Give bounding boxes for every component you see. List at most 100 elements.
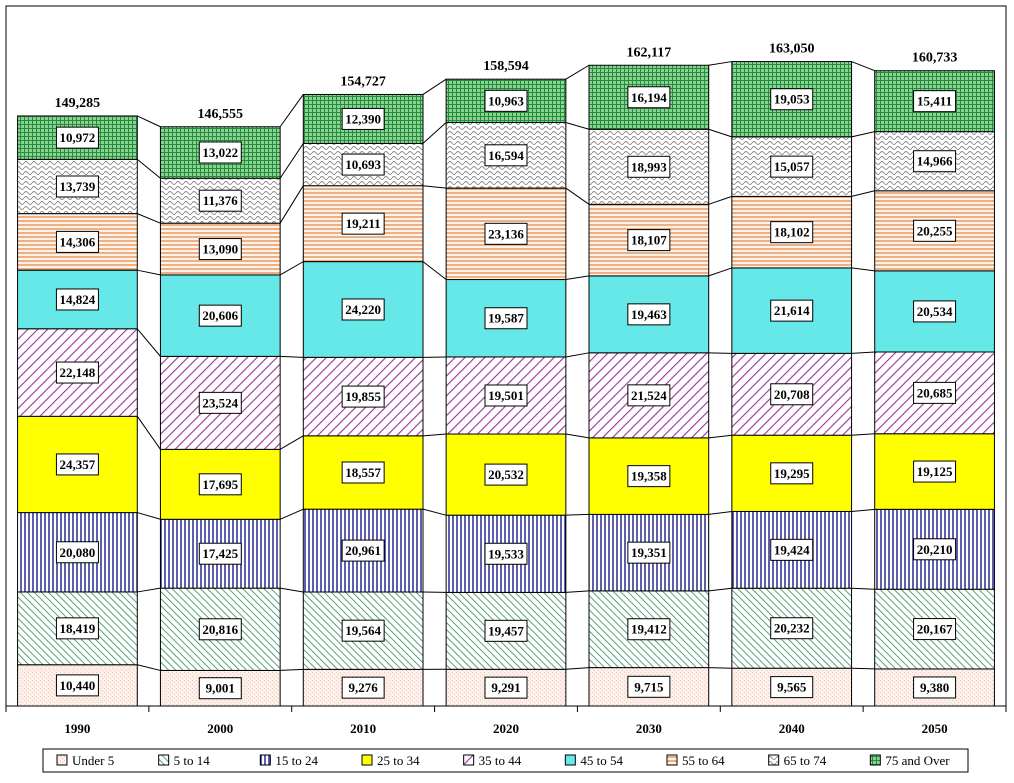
- segment-label: 20,961: [345, 543, 381, 558]
- connector-line: [137, 513, 160, 520]
- connector-line: [423, 79, 446, 94]
- connector-line: [137, 214, 160, 224]
- segment-label: 16,194: [631, 90, 667, 105]
- legend-swatch: [159, 755, 169, 765]
- segment-label: 18,557: [345, 465, 381, 480]
- total-label: 162,117: [626, 45, 671, 60]
- legend-swatch: [769, 755, 779, 765]
- connector-line: [566, 276, 589, 280]
- connector-line: [709, 129, 732, 137]
- x-tick-label: 2020: [493, 721, 519, 736]
- segment-label: 20,685: [917, 385, 953, 400]
- connector-line: [280, 509, 303, 519]
- segment-label: 9,380: [920, 680, 949, 695]
- legend-swatch: [464, 755, 474, 765]
- segment-label: 21,614: [774, 303, 810, 318]
- legend-swatch: [667, 755, 677, 765]
- connector-line: [566, 591, 589, 592]
- segment-label: 10,440: [60, 678, 96, 693]
- total-label: 146,555: [198, 107, 244, 122]
- segment-label: 20,255: [917, 223, 953, 238]
- legend-label: 35 to 44: [479, 753, 522, 768]
- legend-swatch: [565, 755, 575, 765]
- legend-swatch: [362, 755, 372, 765]
- connector-line: [566, 188, 589, 204]
- total-label: 160,733: [912, 51, 958, 66]
- segment-label: 22,148: [60, 365, 96, 380]
- connector-line: [852, 62, 875, 71]
- segment-label: 9,565: [777, 680, 807, 695]
- connector-line: [280, 143, 303, 178]
- segment-label: 20,708: [774, 387, 810, 402]
- legend-label: 65 to 74: [784, 753, 827, 768]
- connector-line: [280, 356, 303, 357]
- segment-label: 11,376: [203, 193, 239, 208]
- segment-label: 19,463: [631, 307, 667, 322]
- segment-label: 20,534: [917, 304, 953, 319]
- segment-label: 19,564: [345, 623, 381, 638]
- segment-label: 19,412: [631, 622, 667, 637]
- connector-line: [423, 434, 446, 436]
- segment-label: 19,501: [488, 388, 524, 403]
- segment-label: 13,022: [202, 145, 238, 160]
- segment-label: 19,587: [488, 311, 524, 326]
- segment-label: 19,211: [346, 216, 381, 231]
- legend-swatch: [260, 755, 270, 765]
- connector-line: [137, 416, 160, 449]
- segment-label: 15,057: [774, 159, 810, 174]
- connector-line: [423, 509, 446, 515]
- connector-line: [852, 268, 875, 271]
- segment-label: 18,102: [774, 225, 810, 240]
- connector-line: [709, 62, 732, 66]
- connector-line: [566, 434, 589, 438]
- connector-line: [709, 196, 732, 204]
- segment-label: 20,606: [202, 308, 238, 323]
- segment-label: 18,419: [60, 621, 96, 636]
- connector-line: [709, 588, 732, 591]
- total-label: 154,727: [340, 74, 386, 89]
- connector-line: [137, 665, 160, 671]
- total-label: 149,285: [55, 96, 101, 111]
- connector-line: [709, 511, 732, 514]
- segment-label: 20,232: [774, 621, 810, 636]
- segment-label: 19,053: [774, 92, 810, 107]
- legend-swatch: [57, 755, 67, 765]
- connector-line: [709, 268, 732, 276]
- connector-line: [280, 262, 303, 275]
- connector-line: [280, 669, 303, 670]
- segment-label: 24,220: [345, 302, 381, 317]
- legend-label: 55 to 64: [682, 753, 725, 768]
- connector-line: [566, 353, 589, 357]
- segment-label: 14,306: [60, 234, 96, 249]
- segment-label: 19,855: [345, 389, 381, 404]
- segment-label: 20,532: [488, 467, 524, 482]
- segment-label: 14,966: [917, 154, 953, 169]
- connector-line: [566, 668, 589, 670]
- connector-line: [280, 436, 303, 450]
- connector-line: [852, 352, 875, 353]
- segment-label: 18,107: [631, 233, 667, 248]
- segment-label: 13,739: [60, 179, 96, 194]
- segment-label: 12,390: [345, 111, 381, 126]
- segment-label: 10,972: [60, 130, 96, 145]
- connector-line: [137, 270, 160, 275]
- segment-label: 19,457: [488, 623, 524, 638]
- legend-label: 45 to 54: [580, 753, 623, 768]
- segment-label: 23,136: [488, 226, 524, 241]
- segment-label: 9,276: [349, 680, 379, 695]
- segment-label: 19,424: [774, 542, 810, 557]
- x-tick-label: 2000: [207, 721, 233, 736]
- segment-label: 24,357: [60, 457, 96, 472]
- connector-line: [566, 514, 589, 515]
- connector-line: [423, 262, 446, 280]
- total-label: 163,050: [769, 42, 815, 57]
- x-tick-label: 2050: [922, 721, 948, 736]
- segment-label: 23,524: [202, 395, 238, 410]
- connector-line: [137, 588, 160, 592]
- connector-line: [423, 186, 446, 188]
- connector-line: [852, 588, 875, 589]
